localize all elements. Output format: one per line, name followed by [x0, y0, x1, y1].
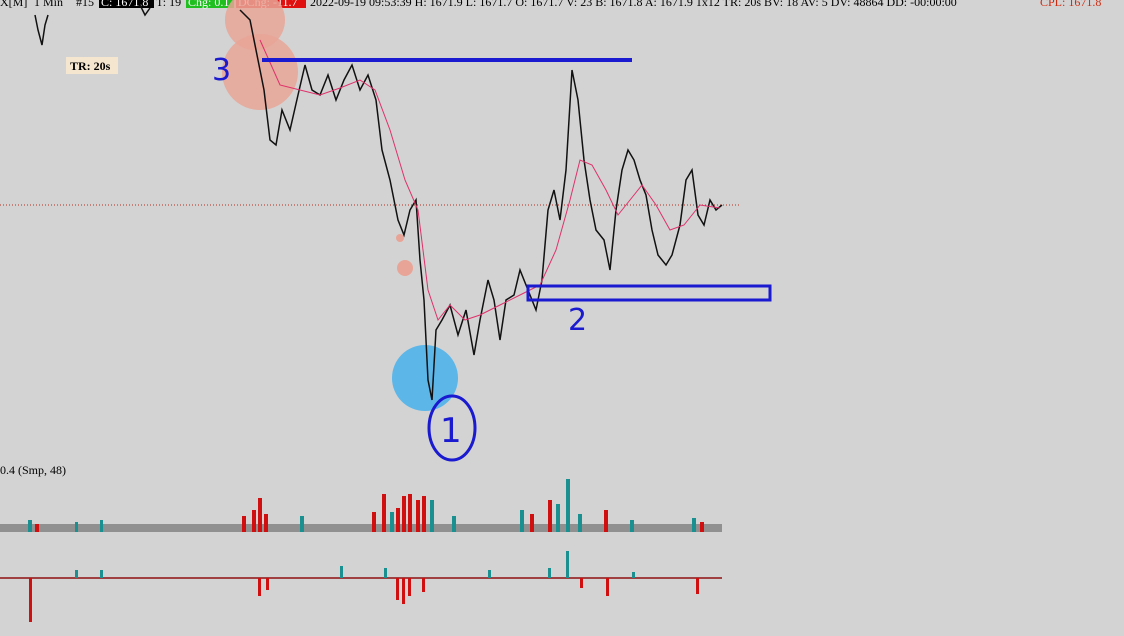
volume-bar [578, 514, 582, 532]
symbol: X[M] [0, 0, 27, 9]
volume-bar [402, 496, 406, 532]
delta-bar [340, 566, 343, 578]
price-path [34, 14, 49, 46]
price-path [239, 9, 723, 401]
bar-number: #15 [76, 0, 94, 9]
volume-bar [604, 510, 608, 532]
delta-bar [402, 578, 405, 604]
volume-bar [75, 522, 78, 532]
delta-bar [408, 578, 411, 596]
volume-bars [28, 479, 704, 532]
delta-bars [29, 551, 699, 622]
delta-bar [422, 578, 425, 592]
delta-bar [266, 578, 269, 590]
volume-bar [396, 508, 400, 532]
volume-band [0, 524, 722, 532]
support-box [526, 284, 772, 302]
volume-bar [100, 520, 103, 532]
volume-bar [28, 520, 32, 532]
indicator-label: 0.4 (Smp, 48) [0, 463, 66, 477]
timer-label: TR: 20s [70, 59, 111, 73]
volume-bar [408, 494, 412, 532]
timer-box [66, 57, 118, 74]
volume-bar [700, 522, 704, 532]
annotation: 1 [440, 411, 462, 451]
details: 2022-09-19 09:53:39 H: 1671.9 L: 1671.7 … [310, 0, 957, 9]
volume-bar [422, 496, 426, 532]
volume-bar [452, 516, 456, 532]
volume-bar [430, 500, 434, 532]
change: Chg: 0.1 [188, 0, 229, 9]
delta-bar [632, 572, 635, 578]
volume-bar [252, 510, 256, 532]
delta-bar [566, 551, 569, 578]
annotation: 3 [212, 53, 231, 88]
volume-bar [242, 516, 246, 532]
delta-bar [75, 570, 78, 578]
volume-bar [372, 512, 376, 532]
highlight-circle [397, 260, 413, 276]
highlight-circle [392, 345, 458, 411]
close: C: 1671.8 [101, 0, 148, 9]
volume-bar [382, 494, 386, 532]
delta-bar [606, 578, 609, 596]
delta-bar [580, 578, 583, 588]
volume-bar [258, 498, 262, 532]
delta-bar [488, 570, 491, 578]
volume-bar [35, 524, 39, 532]
price-path [139, 4, 151, 17]
volume-bar [548, 500, 552, 532]
annotation: 2 [568, 303, 587, 338]
volume-bar [416, 500, 420, 532]
change-box [186, 0, 234, 8]
delta-bar [396, 578, 399, 600]
delta-bar [100, 570, 103, 578]
volume-bar [520, 510, 524, 532]
moving-average [259, 39, 721, 322]
volume-bar [556, 504, 560, 532]
volume-bar [530, 514, 534, 532]
ticks: T: 19 [156, 0, 181, 9]
annotation-circle [427, 394, 477, 462]
close-box [99, 0, 154, 8]
delta-bar [384, 568, 387, 578]
delta-bar [696, 578, 699, 594]
volume-bar [390, 512, 394, 532]
volume-bar [264, 514, 268, 532]
delta-bar [548, 568, 551, 578]
volume-bar [566, 479, 570, 532]
interval: 1 Min [34, 0, 63, 9]
delta-bar [258, 578, 261, 596]
cpl: CPL: 1671.8 [1040, 0, 1101, 9]
volume-bar [630, 520, 634, 532]
volume-bar [692, 518, 696, 532]
highlight-circle [396, 234, 404, 242]
volume-bar [300, 516, 304, 532]
delta-bar [29, 578, 32, 622]
